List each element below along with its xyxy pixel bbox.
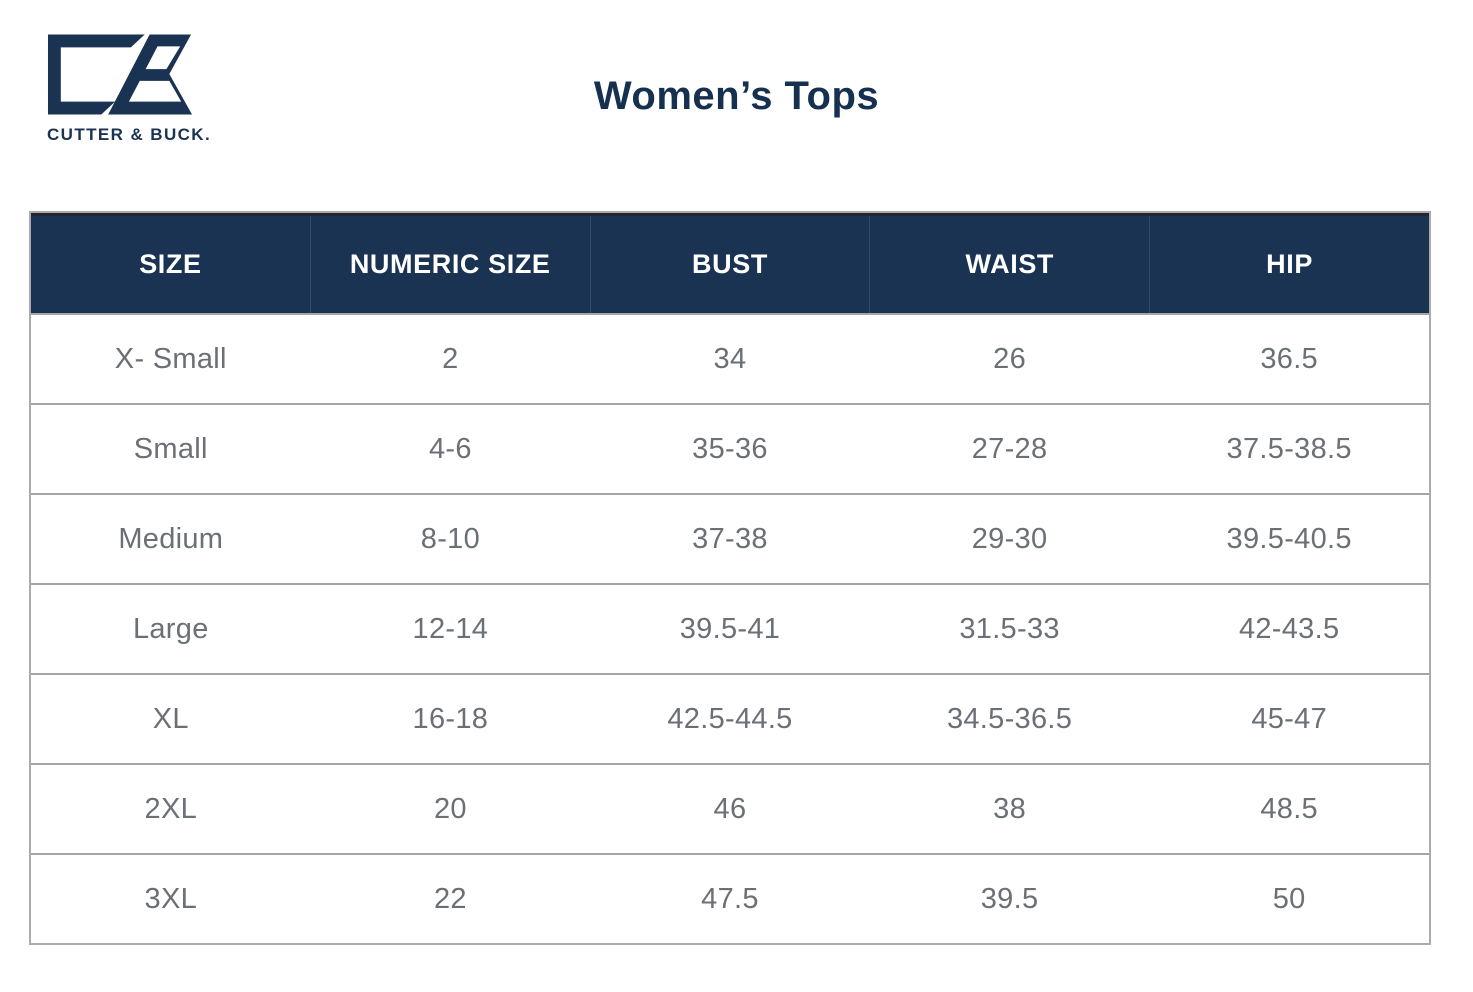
measurement-cell: 37.5-38.5 [1226, 432, 1352, 465]
table-row: Medium 8-10 37-38 29-30 39.5-40.5 [31, 493, 1429, 583]
size-label-cell: XL [152, 702, 189, 735]
page-title: Women’s Tops [593, 74, 880, 118]
measurement-cell: 39.5 [980, 882, 1039, 915]
measurement-cell: 36.5 [1260, 342, 1318, 375]
measurement-cell: 27-28 [971, 432, 1048, 465]
measurement-cell: 29-30 [971, 522, 1048, 555]
measurement-cell: 38 [993, 792, 1026, 825]
size-chart-table: SIZE NUMERIC SIZE BUST WAIST HIP X- Small 2 34… [29, 211, 1431, 945]
table-row: XL 16-18 42.5-44.5 34.5-36.5 45-47 [31, 673, 1429, 763]
measurement-cell: 34 [713, 342, 747, 375]
size-label-cell: Medium [118, 522, 224, 555]
column-header-size: SIZE [139, 249, 202, 279]
measurement-cell: 26 [993, 342, 1026, 375]
measurement-cell: 45-47 [1251, 702, 1327, 735]
brand-wordmark: CUTTER & BUCK. [47, 125, 212, 144]
table-header-row: SIZE NUMERIC SIZE BUST WAIST HIP [31, 213, 1429, 313]
table-row: 3XL 22 47.5 39.5 50 [31, 853, 1429, 943]
measurement-cell: 48.5 [1260, 792, 1318, 825]
measurement-cell: 31.5-33 [959, 612, 1060, 645]
column-header-waist: WAIST [869, 216, 1149, 313]
column-header-hip: HIP [1149, 216, 1429, 313]
table-row: 2XL 20 46 38 48.5 [31, 763, 1429, 853]
size-label-cell: Small [133, 432, 208, 465]
table-row: Small 4-6 35-36 27-28 37.5-38.5 [31, 403, 1429, 493]
size-label-cell: Large [132, 612, 209, 645]
table-row: X- Small 2 34 26 36.5 [31, 313, 1429, 403]
measurement-cell: 8-10 [420, 522, 481, 555]
measurement-cell: 4-6 [428, 432, 472, 465]
cutter-buck-cb-monogram-icon [47, 34, 193, 115]
measurement-cell: 35-36 [692, 432, 768, 465]
size-label-cell: 3XL [144, 882, 198, 915]
measurement-cell: 47.5 [701, 882, 759, 915]
measurement-cell: 16-18 [412, 702, 489, 735]
table-body: X- Small 2 34 26 36.5 Small 4-6 35-36 27-28 37.5-… [31, 313, 1429, 943]
size-label-cell: X- Small [114, 342, 227, 375]
table-row: Large 12-14 39.5-41 31.5-33 42-43.5 [31, 583, 1429, 673]
brand-logo: CUTTER & BUCK. [47, 34, 212, 145]
measurement-cell: 2 [442, 342, 459, 375]
column-header-bust: BUST [589, 216, 870, 313]
measurement-cell: 39.5-40.5 [1226, 522, 1352, 555]
measurement-cell: 42-43.5 [1238, 612, 1340, 645]
measurement-cell: 34.5-36.5 [946, 702, 1073, 735]
measurement-cell: 20 [433, 792, 467, 825]
measurement-cell: 22 [433, 882, 467, 915]
measurement-cell: 12-14 [412, 612, 489, 645]
measurement-cell: 37-38 [692, 522, 768, 555]
measurement-cell: 46 [713, 792, 747, 825]
measurement-cell: 42.5-44.5 [667, 702, 793, 735]
size-label-cell: 2XL [144, 792, 198, 825]
measurement-cell: 39.5-41 [679, 612, 781, 645]
column-header-numeric-size: NUMERIC SIZE [309, 216, 590, 313]
measurement-cell: 50 [1272, 882, 1306, 915]
